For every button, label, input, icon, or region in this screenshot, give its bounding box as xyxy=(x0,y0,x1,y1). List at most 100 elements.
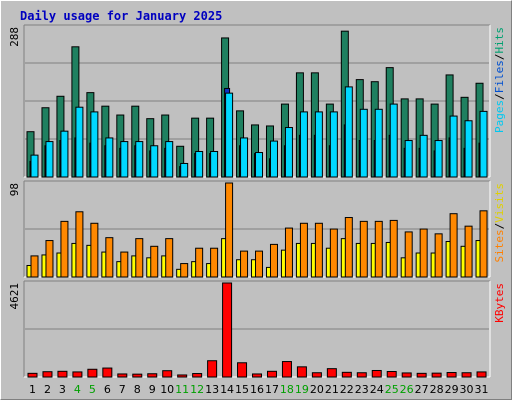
bar-kbytes-3 xyxy=(57,370,68,378)
panel-bot: 4621 KBytes xyxy=(8,280,506,378)
bar-sites-26 xyxy=(404,231,413,278)
bar-sites-20 xyxy=(314,222,323,278)
x-tick-label-3: 3 xyxy=(59,383,66,396)
bar-sites-3 xyxy=(60,220,69,278)
x-tick-label-4: 4 xyxy=(74,383,81,396)
x-tick-label-30: 30 xyxy=(460,383,474,396)
bar-kbytes-30 xyxy=(461,372,472,378)
x-tick-label-18: 18 xyxy=(280,383,294,396)
bar-sites-28 xyxy=(434,233,443,278)
bar-pages-15 xyxy=(240,137,249,178)
legend-entry: / xyxy=(493,223,506,230)
panel-mid: 98 Sites/Visits xyxy=(8,180,506,278)
x-tick-label-20: 20 xyxy=(310,383,324,396)
chart-title: Daily usage for January 2025 xyxy=(20,9,222,23)
bar-kbytes-13 xyxy=(207,360,218,378)
x-tick-label-12: 12 xyxy=(190,383,204,396)
bar-sites-24 xyxy=(374,220,383,278)
bar-pages-28 xyxy=(434,140,443,178)
bar-kbytes-23 xyxy=(356,372,367,378)
x-tick-label-14: 14 xyxy=(220,383,234,396)
x-tick-label-22: 22 xyxy=(340,383,354,396)
bar-kbytes-27 xyxy=(416,372,427,378)
bar-sites-12 xyxy=(195,247,204,278)
bar-pages-22 xyxy=(344,86,353,178)
x-tick-label-10: 10 xyxy=(160,383,174,396)
bar-pages-3 xyxy=(60,130,69,178)
bar-pages-10 xyxy=(165,141,174,178)
bar-sites-30 xyxy=(464,225,473,278)
legend-entry: Sites xyxy=(493,229,506,262)
x-tick-label-21: 21 xyxy=(325,383,339,396)
bar-pages-18 xyxy=(284,127,293,178)
bar-kbytes-25 xyxy=(386,371,397,378)
x-tick-label-23: 23 xyxy=(355,383,369,396)
x-tick-label-25: 25 xyxy=(385,383,399,396)
bar-kbytes-20 xyxy=(311,372,322,378)
bar-kbytes-1 xyxy=(27,372,38,378)
legend-entry: / xyxy=(493,93,506,100)
bar-sites-29 xyxy=(449,213,458,278)
bar-kbytes-29 xyxy=(446,372,457,378)
legend-entry: KBytes xyxy=(493,283,506,323)
bar-kbytes-15 xyxy=(237,362,248,378)
bar-sites-25 xyxy=(389,219,398,278)
bar-sites-9 xyxy=(150,245,159,278)
x-tick-label-2: 2 xyxy=(44,383,51,396)
x-tick-label-26: 26 xyxy=(400,383,414,396)
legend-entry: / xyxy=(493,54,506,61)
legend-entry: Files xyxy=(493,60,506,93)
bar-kbytes-4 xyxy=(72,371,83,378)
x-tick-label-19: 19 xyxy=(295,383,309,396)
bar-pages-27 xyxy=(419,134,428,178)
panel-top-legend: Pages/Files/Hits xyxy=(493,27,506,133)
bar-sites-1 xyxy=(30,255,39,278)
bar-kbytes-26 xyxy=(401,372,412,378)
bar-sites-17 xyxy=(269,243,278,278)
bar-pages-30 xyxy=(464,120,473,178)
bar-sites-4 xyxy=(75,211,84,278)
x-tick-label-8: 8 xyxy=(134,383,141,396)
x-tick-label-5: 5 xyxy=(89,383,96,396)
bar-sites-22 xyxy=(344,217,353,278)
bar-pages-14 xyxy=(225,92,234,178)
legend-entry: Visits xyxy=(493,183,506,223)
bar-kbytes-5 xyxy=(87,368,98,378)
bar-pages-8 xyxy=(135,141,144,178)
x-tick-label-13: 13 xyxy=(205,383,219,396)
bar-kbytes-12 xyxy=(192,373,203,378)
bar-sites-23 xyxy=(359,220,368,278)
bar-pages-20 xyxy=(314,111,323,178)
panel-bot-ymax-label: 4621 xyxy=(8,283,21,310)
bar-pages-21 xyxy=(329,111,338,178)
x-tick-label-16: 16 xyxy=(250,383,264,396)
bar-pages-19 xyxy=(299,111,308,178)
bar-kbytes-9 xyxy=(147,373,158,378)
bar-sites-11 xyxy=(180,263,189,278)
bar-kbytes-10 xyxy=(162,370,173,378)
bar-kbytes-16 xyxy=(252,373,263,378)
bar-sites-6 xyxy=(105,237,114,278)
bar-pages-9 xyxy=(150,145,159,178)
x-tick-label-17: 17 xyxy=(265,383,279,396)
bar-kbytes-8 xyxy=(132,373,143,378)
panel-bot-legend: KBytes xyxy=(493,283,506,323)
bar-kbytes-2 xyxy=(42,371,53,378)
x-tick-label-7: 7 xyxy=(119,383,126,396)
legend-entry: Hits xyxy=(493,27,506,54)
bar-kbytes-11 xyxy=(177,374,188,378)
bar-pages-17 xyxy=(269,140,278,178)
panel-mid-legend: Sites/Visits xyxy=(493,183,506,263)
bar-kbytes-21 xyxy=(326,368,337,378)
bar-pages-5 xyxy=(90,111,99,178)
bar-kbytes-28 xyxy=(431,372,442,378)
bar-sites-16 xyxy=(255,250,264,278)
bar-pages-4 xyxy=(75,106,84,178)
bar-kbytes-24 xyxy=(371,369,382,378)
bar-pages-1 xyxy=(30,154,39,178)
bar-sites-21 xyxy=(329,228,338,278)
bar-sites-31 xyxy=(479,210,488,278)
x-tick-label-27: 27 xyxy=(415,383,429,396)
bar-kbytes-19 xyxy=(296,366,307,378)
